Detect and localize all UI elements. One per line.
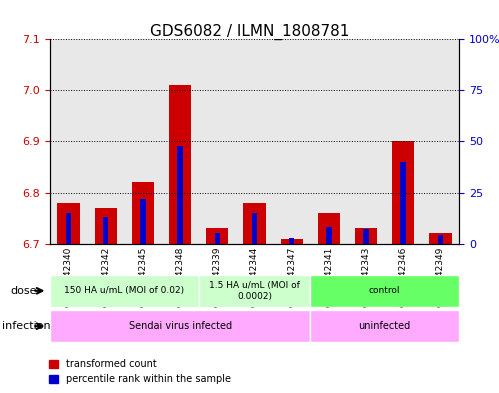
Bar [438,235,443,244]
Bar [244,203,265,244]
Bar [57,203,80,244]
FancyBboxPatch shape [199,275,310,307]
Bar [169,85,191,244]
Text: Sendai virus infected: Sendai virus infected [129,321,232,331]
Bar [355,228,377,244]
Bar [66,213,71,244]
Text: 150 HA u/mL (MOI of 0.02): 150 HA u/mL (MOI of 0.02) [64,286,184,295]
Bar [103,217,108,244]
Bar [206,228,229,244]
FancyBboxPatch shape [50,310,310,342]
Bar [326,227,332,244]
Bar [363,230,369,244]
FancyBboxPatch shape [310,275,459,307]
Text: dose: dose [10,286,36,296]
Bar [251,213,257,244]
Bar [94,208,117,244]
Bar [177,145,183,244]
Text: 1.5 HA u/mL (MOI of
0.0002): 1.5 HA u/mL (MOI of 0.0002) [209,281,300,301]
Bar [318,213,340,244]
Text: GDS6082 / ILMN_1808781: GDS6082 / ILMN_1808781 [150,24,349,40]
FancyBboxPatch shape [50,275,199,307]
Bar [392,141,415,244]
Bar [429,233,452,244]
Bar [280,239,303,244]
Bar [132,182,154,244]
Bar [289,237,294,244]
Bar [215,233,220,244]
Text: infection: infection [2,321,51,331]
Bar [401,162,406,244]
Legend: transformed count, percentile rank within the sample: transformed count, percentile rank withi… [45,356,235,388]
FancyBboxPatch shape [310,310,459,342]
Bar [140,199,146,244]
Text: control: control [369,286,400,295]
Text: uninfected: uninfected [359,321,411,331]
